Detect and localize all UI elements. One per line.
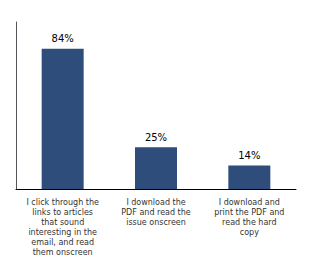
svg-text:email, and read: email, and read	[31, 238, 94, 247]
svg-text:interesting in the: interesting in the	[28, 228, 97, 237]
svg-text:them onscreen: them onscreen	[33, 248, 93, 257]
svg-text:copy: copy	[240, 228, 259, 237]
svg-text:I click through the: I click through the	[26, 198, 99, 207]
svg-text:PDF and read the: PDF and read the	[121, 208, 190, 217]
svg-text:links to articles: links to articles	[32, 208, 93, 217]
svg-text:issue onscreen: issue onscreen	[126, 218, 186, 227]
svg-text:25%: 25%	[145, 132, 167, 143]
svg-text:I download the: I download the	[126, 198, 185, 207]
svg-text:read the hard: read the hard	[222, 218, 276, 227]
svg-text:14%: 14%	[238, 150, 260, 161]
svg-text:84%: 84%	[52, 33, 74, 44]
svg-text:I download and: I download and	[219, 198, 280, 207]
svg-text:print the PDF and: print the PDF and	[214, 208, 284, 217]
svg-text:that sound: that sound	[41, 218, 84, 227]
